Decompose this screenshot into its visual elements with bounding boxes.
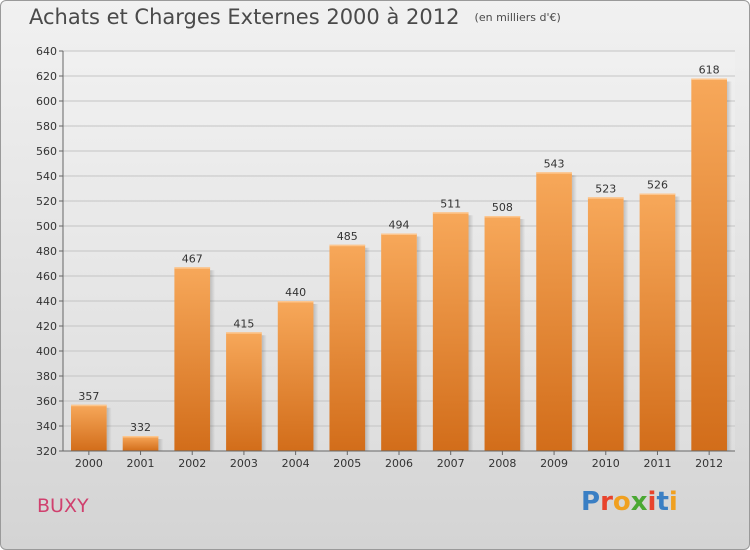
y-tick-label: 340 (36, 420, 57, 433)
logo-letter: r (600, 487, 613, 517)
y-tick-label: 320 (36, 445, 57, 458)
y-tick-label: 580 (36, 120, 57, 133)
x-tick-label-2000: 2000 (75, 457, 103, 470)
y-tick-label: 620 (36, 70, 57, 83)
bar-2005 (329, 244, 366, 451)
x-tick-label-2004: 2004 (282, 457, 310, 470)
bar-highlight (71, 404, 107, 407)
y-tick-label: 640 (36, 45, 57, 58)
x-tick-label-2011: 2011 (643, 457, 671, 470)
bar-2000 (71, 404, 107, 451)
bar-shadow (261, 335, 267, 451)
x-tick-label-2010: 2010 (592, 457, 620, 470)
bar-2001 (122, 436, 159, 451)
bar-highlight (484, 216, 521, 218)
bar-shadow (623, 200, 629, 451)
bar-highlight (381, 233, 417, 235)
x-tick-label-2006: 2006 (385, 457, 413, 470)
bar-shadow (468, 215, 474, 451)
y-tick-label: 480 (36, 245, 57, 258)
x-tick-label-2003: 2003 (230, 457, 258, 470)
bar-highlight (122, 436, 159, 438)
bar-2011 (639, 193, 676, 451)
data-label-2004: 440 (285, 286, 306, 299)
x-tick-label-2012: 2012 (695, 457, 723, 470)
y-tick-label: 500 (36, 220, 57, 233)
y-tick-label: 420 (36, 320, 57, 333)
data-label-2005: 485 (337, 230, 358, 243)
bar-highlight (277, 301, 314, 303)
bar-shadow (106, 407, 112, 451)
x-tick-label-2007: 2007 (437, 457, 465, 470)
bar-shadow (726, 81, 732, 451)
bar-shadow (675, 196, 681, 451)
data-label-2006: 494 (389, 219, 410, 232)
bar-shadow (520, 219, 526, 451)
bar-highlight (174, 267, 211, 269)
y-tick-label: 380 (36, 370, 57, 383)
y-tick-label: 440 (36, 295, 57, 308)
logo-letter: i (647, 487, 657, 517)
bar-shadow (210, 270, 216, 451)
bar-highlight (329, 244, 366, 247)
data-label-2001: 332 (130, 421, 151, 434)
y-tick-label: 400 (36, 345, 57, 358)
bar-2009 (536, 172, 572, 451)
data-label-2002: 467 (182, 252, 203, 265)
bar-2010 (587, 197, 624, 451)
bar-highlight (432, 212, 469, 214)
bar-shadow (313, 304, 319, 451)
data-label-2003: 415 (233, 317, 254, 330)
bar-shadow (365, 247, 371, 451)
proxiti-logo[interactable]: Proxiti (581, 487, 678, 517)
data-label-2010: 523 (595, 182, 616, 195)
logo-letter: t (656, 487, 669, 517)
bar-highlight (691, 78, 727, 80)
title-row: Achats et Charges Externes 2000 à 2012 (… (29, 5, 561, 29)
y-tick-label: 520 (36, 195, 57, 208)
chart-title: Achats et Charges Externes 2000 à 2012 (29, 5, 460, 29)
y-tick-label: 460 (36, 270, 57, 283)
bar-highlight (639, 193, 676, 195)
x-tick-label-2008: 2008 (488, 457, 516, 470)
bar-2004 (277, 301, 314, 451)
data-label-2000: 357 (78, 390, 99, 403)
bar-2006 (381, 233, 417, 451)
bar-shadow (571, 175, 577, 451)
axes: 320 340 360 380 400 420 440 460 480 500 520 540 560 5… (36, 45, 735, 470)
logo-letter: x (630, 487, 648, 517)
x-tick-label-2009: 2009 (540, 457, 568, 470)
bar-shadow (416, 236, 422, 451)
location-label: BUXY (37, 495, 89, 517)
logo-letter: P (581, 487, 601, 517)
data-label-2009: 543 (544, 157, 565, 170)
bar-2012 (691, 78, 727, 451)
bar-2008 (484, 216, 521, 451)
chart-subtitle: (en milliers d'€) (474, 11, 561, 24)
data-label-2012: 618 (699, 64, 720, 77)
bar-2002 (174, 267, 211, 451)
bar-highlight (587, 197, 624, 199)
y-tick-label: 360 (36, 395, 57, 408)
bar-2007 (432, 212, 469, 451)
x-tick-label-2002: 2002 (178, 457, 206, 470)
logo-letter: o (612, 487, 631, 517)
x-tick-label-2001: 2001 (127, 457, 155, 470)
x-tick-label-2005: 2005 (333, 457, 361, 470)
bar-highlight (536, 172, 572, 174)
bar-2003 (226, 332, 262, 451)
bars: 357 332 467 415 440 485 494 511 508 543 523 526 618 (71, 64, 732, 451)
data-label-2007: 511 (440, 197, 461, 210)
logo-letter: i (668, 487, 678, 517)
data-label-2011: 526 (647, 179, 668, 192)
bar-shadow (158, 439, 164, 451)
y-tick-label: 540 (36, 170, 57, 183)
bar-highlight (226, 332, 262, 334)
y-tick-label: 560 (36, 145, 57, 158)
y-tick-label: 600 (36, 95, 57, 108)
data-label-2008: 508 (492, 201, 513, 214)
